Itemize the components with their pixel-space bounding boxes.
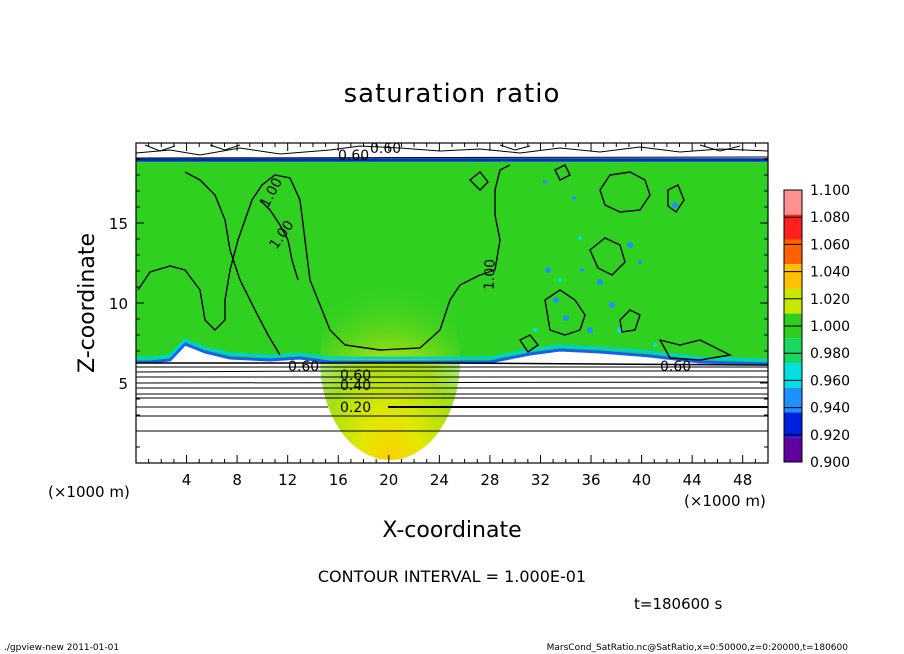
supersaturated-core bbox=[320, 260, 460, 460]
colorbar-swatch bbox=[784, 363, 802, 388]
x-tick-label: 8 bbox=[232, 471, 242, 489]
undersaturated-band bbox=[136, 342, 768, 366]
y-tick-label: 15 bbox=[109, 215, 128, 233]
x-tick-label: 24 bbox=[430, 471, 449, 489]
saturated-region bbox=[136, 162, 768, 364]
contour-label: 0.60 bbox=[370, 141, 401, 157]
x-unit-label: (×1000 m) bbox=[684, 492, 766, 510]
contour-label: 0.40 bbox=[340, 378, 371, 394]
plot-area: 0.20 0.40 0.60 0.60 0.60 0.60 0.60 1.00 … bbox=[136, 141, 768, 463]
x-tick-label: 32 bbox=[531, 471, 550, 489]
colorbar-label: 1.040 bbox=[810, 265, 850, 281]
x-tick-label: 44 bbox=[683, 471, 702, 489]
x-tick-label: 28 bbox=[480, 471, 499, 489]
colorbar: 1.100 1.080 1.060 1.040 1.020 1.000 0.980 0.960… bbox=[783, 183, 850, 471]
contour-label: 0.60 bbox=[338, 148, 369, 164]
colorbar-swatch bbox=[784, 387, 802, 413]
footer-left: ./gpview-new 2011-01-01 bbox=[4, 643, 119, 653]
colorbar-label: 0.900 bbox=[810, 455, 850, 471]
colorbar-swatch bbox=[784, 437, 802, 462]
colorbar-label: 1.000 bbox=[810, 319, 850, 335]
colorbar-label: 1.100 bbox=[810, 183, 850, 199]
condensation-level bbox=[136, 362, 768, 366]
colorbar-swatch bbox=[784, 239, 802, 265]
cyan-band bbox=[136, 338, 768, 362]
colorbar-label: 1.020 bbox=[810, 292, 850, 308]
upper-contours bbox=[136, 144, 768, 161]
colorbar-label: 0.960 bbox=[810, 373, 850, 389]
patch-group bbox=[543, 180, 678, 333]
y-unit-label: (×1000 m) bbox=[48, 483, 130, 501]
unity-contours bbox=[137, 164, 733, 361]
x-tick-label: 36 bbox=[581, 471, 600, 489]
time-label: t=180600 s bbox=[634, 595, 722, 613]
contour-label: 1.00 bbox=[482, 259, 499, 291]
colorbar-label: 0.940 bbox=[810, 401, 850, 417]
x-tick-label: 12 bbox=[278, 471, 297, 489]
x-tick-label: 48 bbox=[733, 471, 752, 489]
colorbar-label: 1.060 bbox=[810, 237, 850, 253]
colorbar-swatch bbox=[784, 288, 802, 314]
chart-title: saturation ratio bbox=[344, 79, 561, 109]
x-tick-label: 16 bbox=[329, 471, 348, 489]
colorbar-swatch bbox=[784, 338, 802, 364]
y-axis-title: Z-coordinate bbox=[75, 233, 100, 373]
contour-label: 0.60 bbox=[288, 359, 319, 375]
colorbar-label: 0.920 bbox=[810, 428, 850, 444]
contour-label: 0.20 bbox=[340, 400, 371, 416]
y-axis: 5 10 15 bbox=[109, 158, 768, 448]
colorbar-swatch bbox=[784, 412, 802, 438]
colorbar-swatch bbox=[784, 264, 802, 289]
x-tick-label: 4 bbox=[182, 471, 192, 489]
colorbar-swatch bbox=[784, 214, 802, 240]
contour-interval-text: CONTOUR INTERVAL = 1.000E-01 bbox=[318, 567, 586, 586]
x-tick-label: 20 bbox=[379, 471, 398, 489]
x-axis: 4 8 12 16 20 24 28 32 36 40 44 48 bbox=[148, 143, 756, 489]
x-axis-title: X-coordinate bbox=[382, 518, 521, 543]
colorbar-swatch bbox=[784, 190, 802, 215]
lower-contours bbox=[136, 366, 768, 432]
y-tick-label: 10 bbox=[109, 295, 128, 313]
colorbar-label: 1.080 bbox=[810, 210, 850, 226]
contour-label: 0.60 bbox=[340, 368, 371, 384]
y-tick-label: 5 bbox=[118, 375, 128, 393]
colorbar-label: 0.980 bbox=[810, 346, 850, 362]
contour-label: 0.60 bbox=[660, 359, 691, 375]
footer-right: MarsCond_SatRatio.nc@SatRatio,x=0:50000,… bbox=[547, 643, 849, 653]
contour-label-group: 0.20 0.40 0.60 0.60 0.60 0.60 0.60 1.00 … bbox=[257, 141, 691, 416]
x-tick-label: 40 bbox=[632, 471, 651, 489]
